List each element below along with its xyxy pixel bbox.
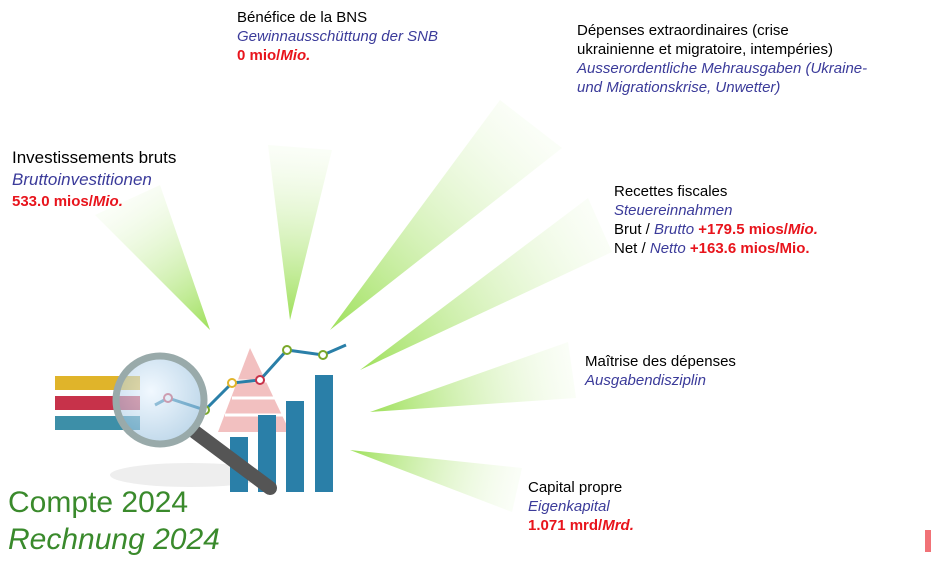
gross-unit: Mio. [788, 221, 818, 238]
callout-tax: Recettes fiscales Steuereinnahmen Brut /… [614, 182, 818, 258]
callout-discipline: Maîtrise des dépenses Ausgabendisziplin [585, 352, 736, 390]
label-de: Gewinnausschüttung der SNB [237, 27, 438, 46]
label-fr: Recettes fiscales [614, 182, 818, 201]
label-fr: Capital propre [528, 478, 634, 497]
label-fr: Maîtrise des dépenses [585, 352, 736, 371]
label-de: Ausserordentliche Mehrausgaben (Ukraine- [577, 59, 867, 78]
callout-extraordinary: Dépenses extraordinaires (crise ukrainie… [577, 21, 867, 97]
title-de: Rechnung 2024 [8, 521, 220, 558]
label-de: Ausgabendisziplin [585, 371, 736, 390]
value: 533.0 mios/ [12, 193, 93, 210]
net-fr: Net / [614, 240, 646, 257]
unit: Mio. [93, 193, 123, 210]
slide: Investissements bruts Bruttoinvestitione… [0, 0, 939, 564]
callout-snb: Bénéfice de la BNS Gewinnausschüttung de… [237, 8, 438, 65]
label-fr: ukrainienne et migratoire, intempéries) [577, 40, 867, 59]
net-value: +163.6 mios/Mio. [690, 240, 810, 257]
title-fr: Compte 2024 [8, 484, 220, 521]
gross-de: Brutto [654, 221, 694, 238]
unit: Mio. [280, 47, 310, 64]
gross-value: +179.5 mios/ [698, 221, 788, 238]
label-fr: Investissements bruts [12, 147, 176, 169]
logo [925, 530, 931, 552]
value: 1.071 mrd/ [528, 517, 602, 534]
unit: Mrd. [602, 517, 634, 534]
title: Compte 2024 Rechnung 2024 [8, 484, 220, 558]
label-de: und Migrationskrise, Unwetter) [577, 78, 867, 97]
label-de: Eigenkapital [528, 497, 634, 516]
callout-investments: Investissements bruts Bruttoinvestitione… [12, 147, 176, 213]
label-de: Bruttoinvestitionen [12, 169, 176, 191]
value: 0 mio/ [237, 47, 280, 64]
callout-equity: Capital propre Eigenkapital 1.071 mrd/Mr… [528, 478, 634, 535]
gross-fr: Brut / [614, 221, 650, 238]
label-fr: Dépenses extraordinaires (crise [577, 21, 867, 40]
label-fr: Bénéfice de la BNS [237, 8, 438, 27]
label-de: Steuereinnahmen [614, 201, 818, 220]
net-de: Netto [650, 240, 686, 257]
